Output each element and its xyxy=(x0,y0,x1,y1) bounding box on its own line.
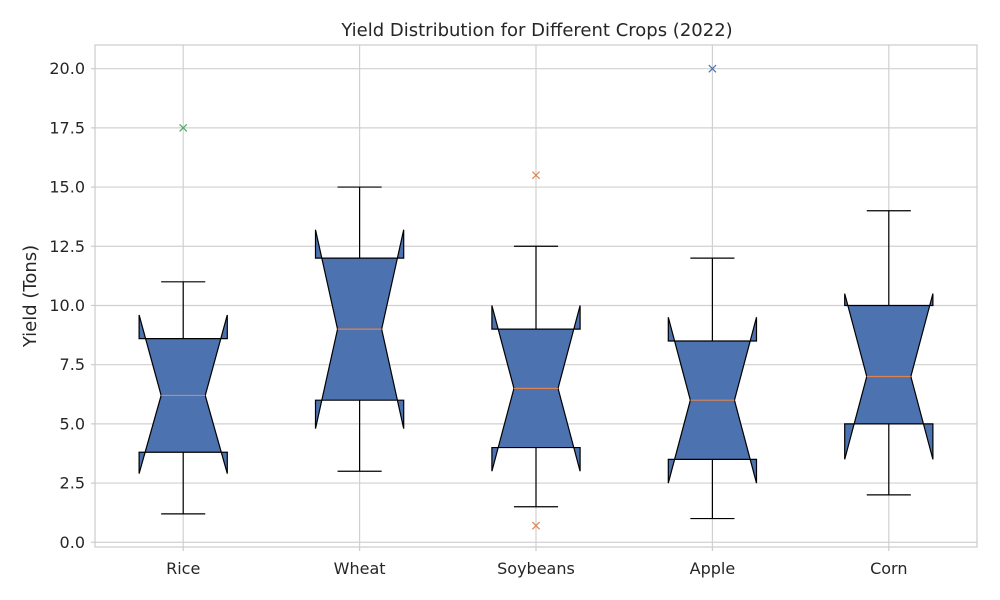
boxes-layer xyxy=(138,64,934,530)
outlier-stroke xyxy=(531,171,541,180)
y-tick-label: 5.0 xyxy=(60,414,85,433)
y-tick-label: 0.0 xyxy=(60,533,85,552)
y-axis-ticks: 0.0 2.5 5.0 7.5 10.0 12.5 15.0 17.5 20.0 xyxy=(49,59,95,552)
box-apple xyxy=(667,64,758,520)
outlier-point xyxy=(531,521,541,530)
outlier-stroke xyxy=(531,521,541,530)
outlier-stroke xyxy=(179,123,188,132)
outlier-stroke xyxy=(708,64,717,73)
y-tick-label: 12.5 xyxy=(49,237,85,256)
x-tick-label-soybeans: Soybeans xyxy=(497,559,575,578)
chart-title: Yield Distribution for Different Crops (… xyxy=(340,20,732,41)
box-body xyxy=(138,314,228,474)
x-axis-ticks: Rice Wheat Soybeans Apple Corn xyxy=(166,547,908,578)
y-tick-label: 10.0 xyxy=(49,296,85,315)
y-tick-label: 20.0 xyxy=(49,59,85,78)
y-tick-label: 17.5 xyxy=(49,118,85,137)
outlier-point xyxy=(179,123,188,132)
y-tick-label: 2.5 xyxy=(60,474,85,493)
outlier-point xyxy=(708,64,717,73)
x-tick-label-corn: Corn xyxy=(870,559,907,578)
y-axis-label: Yield (Tons) xyxy=(20,245,41,348)
x-tick-label-wheat: Wheat xyxy=(334,559,386,578)
y-tick-label: 15.0 xyxy=(49,178,85,197)
box-rice xyxy=(138,123,228,515)
outlier-point xyxy=(531,171,541,180)
box-soybeans xyxy=(491,171,581,530)
y-tick-label: 7.5 xyxy=(60,355,85,374)
box-corn xyxy=(844,210,934,496)
box-wheat xyxy=(314,186,405,472)
x-tick-label-rice: Rice xyxy=(166,559,200,578)
x-tick-label-apple: Apple xyxy=(690,559,736,578)
